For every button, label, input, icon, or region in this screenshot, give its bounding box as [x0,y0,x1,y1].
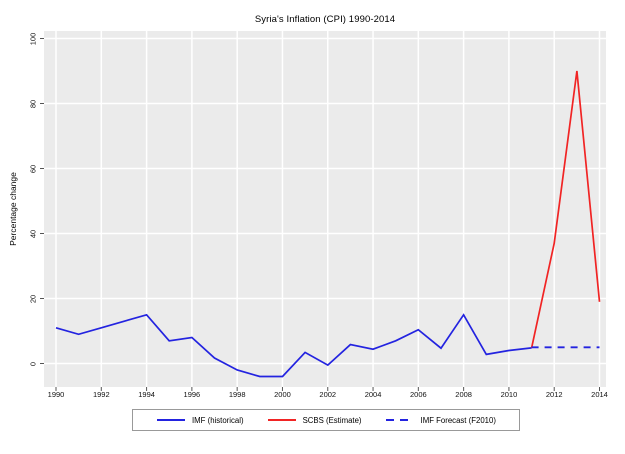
chart-title: Syria's Inflation (CPI) 1990-2014 [254,14,396,25]
y-tick-label: 0 [28,361,38,366]
x-tick-label: 1992 [92,390,110,399]
legend-line-sample-icon [267,419,296,421]
legend-item: IMF (historical) [156,416,244,425]
plot-panel [44,31,606,387]
x-tick-label: 2014 [591,390,608,399]
legend-item: SCBS (Estimate) [267,416,362,425]
y-tick-label: 20 [28,294,38,303]
y-tick-label: 40 [28,229,38,238]
x-tick-label: 1990 [47,390,65,399]
y-axis-title: Percentage change [8,172,18,246]
legend: IMF (historical) SCBS (Estimate) IMF Forec… [132,409,520,431]
y-tick-label: 100 [28,32,38,45]
x-tick-label: 1994 [138,390,155,399]
x-tick-label: 2006 [409,390,427,399]
x-tick-label: 2012 [545,390,563,399]
series-line-scbs-estimate- [530,70,601,349]
legend-label: IMF (historical) [192,415,244,425]
legend-item: IMF Forecast (F2010) [385,416,496,425]
y-tick-label: 60 [28,164,38,173]
x-tick-label: 2004 [364,390,382,399]
y-tick-label: 80 [28,99,38,108]
x-tick-label: 1996 [183,390,201,399]
series-line-imf-historical- [55,313,532,378]
x-tick-label: 2002 [319,390,337,399]
x-tick-label: 1998 [228,390,246,399]
legend-line-sample-icon [157,419,186,421]
legend-label: IMF Forecast (F2010) [420,415,496,425]
x-tick-label: 2008 [455,390,472,399]
x-tick-label: 2010 [500,390,518,399]
x-tick-label: 2000 [274,390,291,399]
legend-line-sample-icon [385,419,414,421]
legend-label: SCBS (Estimate) [302,415,362,425]
